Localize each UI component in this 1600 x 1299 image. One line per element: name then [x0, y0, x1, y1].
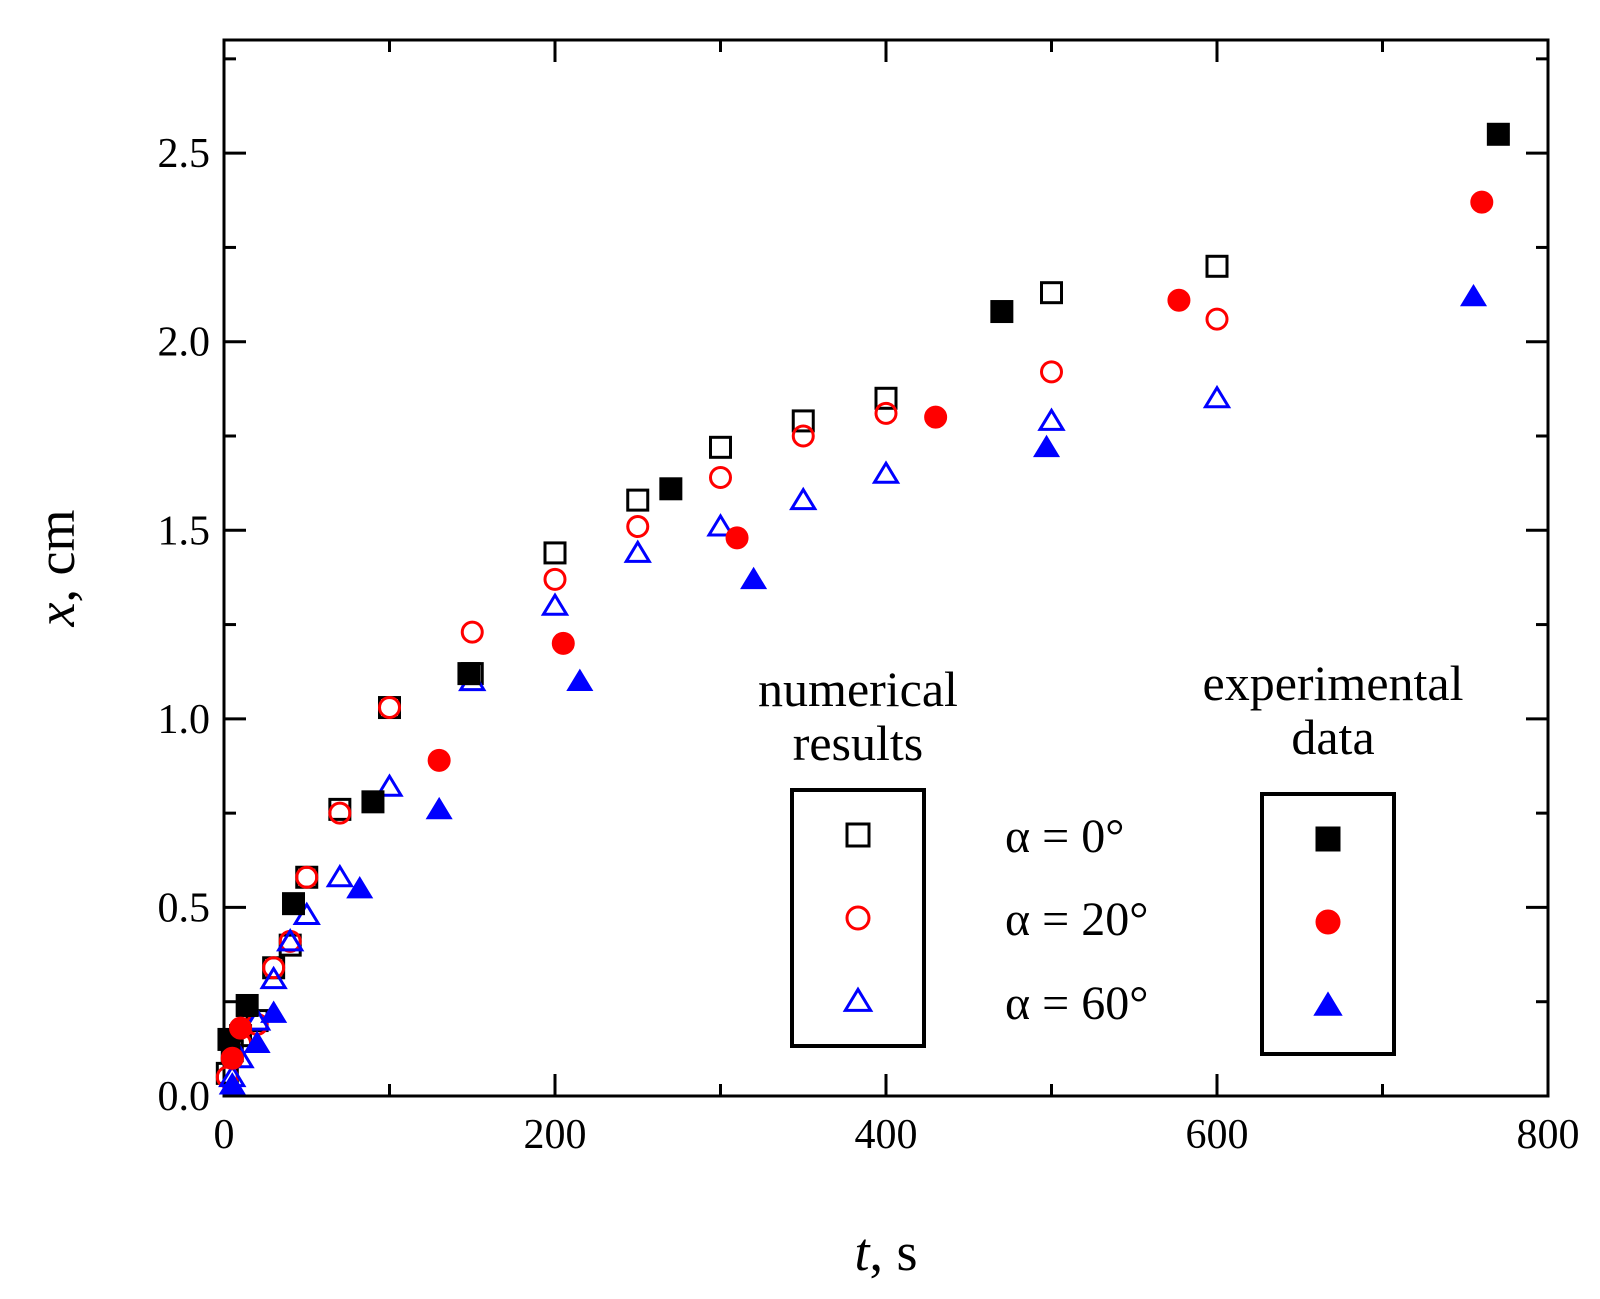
legend-label-alpha-20: α = 20° [1005, 893, 1148, 946]
experimental-triangle-point [740, 566, 768, 590]
legend: numerical results experimental data α = … [758, 655, 1464, 1056]
numerical-square-point [1205, 254, 1229, 278]
x-tick-label: 400 [855, 1112, 918, 1158]
experimental-triangle-point [243, 1030, 271, 1054]
legend-experimental-square-marker [1315, 826, 1341, 852]
numerical-triangle-point [276, 927, 305, 952]
numerical-circle-point [262, 956, 286, 980]
x-tick-label: 600 [1186, 1112, 1249, 1158]
y-axis-title: x, cm [26, 510, 86, 628]
numerical-square-point [791, 409, 815, 433]
y-tick-label: 1.5 [158, 508, 211, 554]
data-marks [215, 122, 1510, 1095]
numerical-triangle-point [1037, 407, 1066, 431]
experimental-square-point [659, 477, 683, 501]
experimental-square-point [235, 993, 259, 1017]
experimental-circle-point [1167, 288, 1191, 312]
numerical-circle-point [460, 620, 484, 644]
experimental-circle-point [725, 526, 749, 550]
legend-label-alpha-0: α = 0° [1005, 810, 1124, 863]
legend-numerical-circle-marker [845, 905, 871, 931]
experimental-triangle-point [566, 668, 594, 691]
y-tick-label: 2.5 [158, 131, 211, 177]
legend-experimental-title-line1: experimental [1203, 655, 1464, 711]
legend-experimental-box [1260, 792, 1396, 1056]
experimental-triangle-point [1032, 434, 1061, 458]
plot-frame [222, 38, 1550, 1098]
x-axis-title: t, s [854, 1222, 917, 1282]
axis-ticks [222, 40, 1550, 1098]
experimental-circle-point [229, 1016, 253, 1040]
experimental-triangle-point [425, 796, 453, 820]
numerical-square-point [874, 386, 898, 410]
legend-numerical-box [790, 788, 926, 1048]
experimental-square-point [457, 662, 481, 686]
numerical-circle-point [626, 515, 650, 539]
experimental-square-point [282, 892, 306, 916]
legend-experimental-title-line2: data [1291, 709, 1374, 765]
numerical-circle-point [328, 801, 352, 825]
experimental-circle-point [427, 748, 451, 772]
numerical-triangle-point [1202, 384, 1232, 409]
numerical-circle-point [709, 465, 732, 489]
numerical-square-point [626, 488, 650, 512]
numerical-triangle-point [623, 539, 652, 563]
numerical-circle-point [295, 865, 319, 889]
numerical-triangle-point [871, 460, 901, 484]
y-tick-label: 1.0 [158, 697, 211, 743]
numerical-square-point [1040, 281, 1063, 305]
numerical-triangle-point [540, 592, 570, 616]
experimental-square-point [361, 790, 385, 814]
experimental-circle-point [1470, 190, 1494, 214]
numerical-triangle-point [375, 773, 404, 797]
legend-markers [842, 822, 1343, 1016]
experimental-circle-point [924, 405, 948, 429]
numerical-triangle-point [325, 863, 355, 888]
numerical-circle-point [1040, 360, 1063, 384]
legend-experimental-triangle-marker [1313, 991, 1343, 1016]
experimental-circle-point [551, 631, 575, 655]
numerical-triangle-point [259, 965, 288, 990]
experimental-circle-point [220, 1046, 244, 1070]
experimental-triangle-point [260, 1000, 288, 1023]
numerical-triangle-point [789, 486, 818, 511]
legend-numerical-title-line1: numerical [758, 661, 958, 717]
axis-tick-labels: 0 200 400 600 800 0.0 0.5 1.0 1.5 2.0 2.5 [158, 131, 1580, 1158]
numerical-square-point [543, 541, 567, 565]
y-tick-label: 0.0 [158, 1074, 211, 1120]
experimental-square-point [1486, 122, 1510, 146]
numerical-circle-point [1205, 307, 1229, 331]
experimental-square-point [990, 300, 1014, 324]
numerical-square-point [709, 435, 732, 459]
experimental-triangle-point [1459, 283, 1488, 307]
legend-numerical-triangle-marker [842, 986, 874, 1012]
x-tick-label: 0 [214, 1112, 235, 1158]
numerical-circle-point [874, 401, 898, 425]
experimental-triangle-point [346, 876, 374, 899]
numerical-circle-point [543, 567, 567, 591]
legend-numerical-square-marker [845, 822, 871, 848]
legend-experimental-circle-marker [1315, 909, 1341, 935]
legend-numerical-title-line2: results [793, 715, 924, 771]
numerical-circle-point [378, 696, 401, 720]
y-tick-label: 0.5 [158, 885, 211, 931]
legend-label-alpha-60: α = 60° [1005, 977, 1148, 1030]
numerical-triangle-point [706, 513, 735, 537]
numerical-circle-point [791, 424, 815, 448]
x-tick-label: 200 [524, 1112, 587, 1158]
experimental-triangle-point [218, 1072, 246, 1095]
y-tick-label: 2.0 [158, 320, 211, 366]
x-tick-label: 800 [1517, 1112, 1580, 1158]
